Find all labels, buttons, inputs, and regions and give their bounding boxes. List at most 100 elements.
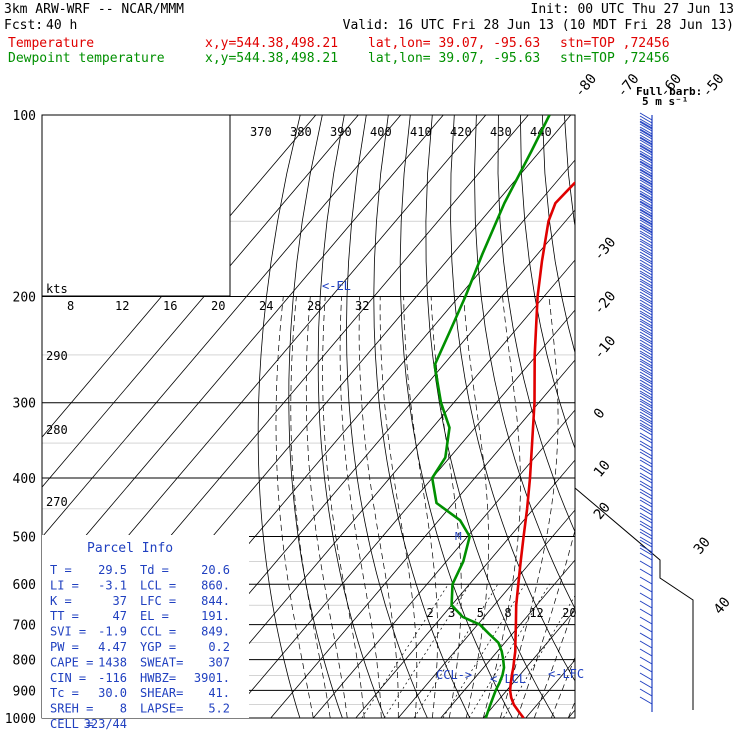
isotherm-label: 10 bbox=[591, 457, 614, 480]
wind-barb bbox=[639, 224, 653, 233]
wind-barb bbox=[639, 150, 653, 159]
wind-barb bbox=[639, 259, 653, 268]
wind-barb bbox=[639, 302, 653, 311]
parcel-key: SWEAT= bbox=[140, 655, 183, 669]
dry-adiabat bbox=[346, 115, 428, 718]
parcel-key: YGP = bbox=[140, 640, 176, 654]
parcel-key: LCL = bbox=[140, 578, 176, 592]
dry-adiabat bbox=[520, 115, 575, 450]
wind-barb bbox=[639, 286, 653, 295]
parcel-key: CAPE = bbox=[50, 655, 93, 669]
wind-barb bbox=[639, 355, 653, 364]
hodograph-speed-label: 12 bbox=[115, 299, 129, 313]
wind-barb bbox=[639, 118, 653, 127]
wind-barb bbox=[639, 248, 653, 257]
wind-barb bbox=[639, 193, 653, 202]
wind-barb bbox=[639, 366, 653, 375]
wind-barb bbox=[639, 496, 653, 505]
wind-barb bbox=[639, 374, 653, 383]
wind-barb bbox=[639, 640, 653, 649]
theta-label: 390 bbox=[330, 125, 352, 139]
wind-barb bbox=[639, 688, 653, 697]
wind-barb bbox=[639, 504, 653, 513]
pressure-label: 500 bbox=[13, 530, 36, 545]
theta-side-label: 270 bbox=[46, 495, 68, 509]
wind-barb bbox=[639, 315, 653, 324]
isotherm-label: -20 bbox=[591, 288, 620, 318]
isotherm-label: -80 bbox=[572, 71, 601, 101]
ccl-marker: CCL-> bbox=[436, 668, 472, 682]
wind-barb bbox=[639, 347, 653, 356]
wind-barb bbox=[639, 435, 653, 444]
wind-barb bbox=[639, 163, 653, 172]
wind-barb bbox=[639, 648, 653, 657]
wind-barb bbox=[639, 616, 653, 625]
isotherm bbox=[42, 115, 359, 488]
wind-barb bbox=[639, 177, 653, 186]
wind-barb bbox=[639, 406, 653, 415]
parcel-value: 307 bbox=[208, 655, 230, 669]
wind-barb bbox=[639, 342, 653, 351]
wind-barb bbox=[639, 216, 653, 225]
wind-barb bbox=[639, 185, 653, 194]
wind-barb bbox=[639, 360, 653, 369]
wind-barb bbox=[639, 512, 653, 521]
wind-barb bbox=[639, 155, 653, 164]
parcel-value: 1438 bbox=[98, 655, 127, 669]
wind-barb bbox=[639, 235, 653, 244]
parcel-key: CELL = bbox=[50, 717, 93, 731]
wind-barb bbox=[639, 142, 653, 151]
wind-barb bbox=[639, 206, 653, 215]
wind-barb bbox=[639, 432, 653, 441]
wind-barb bbox=[639, 225, 653, 234]
parcel-value: 20.6 bbox=[201, 563, 230, 577]
forecast-label: Fcst: bbox=[4, 18, 44, 33]
dry-adiabat bbox=[373, 115, 471, 718]
wind-barb bbox=[639, 403, 653, 412]
dewpoint-legend: Dewpoint temperature bbox=[8, 51, 165, 66]
parcel-value: 47 bbox=[113, 609, 127, 623]
wind-barb bbox=[639, 161, 653, 170]
wind-barb bbox=[639, 520, 653, 529]
wind-barb bbox=[639, 368, 653, 377]
wind-barb bbox=[639, 544, 653, 553]
wind-barb bbox=[639, 600, 653, 609]
wind-barb bbox=[639, 291, 653, 300]
wind-barb bbox=[639, 230, 653, 239]
wind-barb bbox=[639, 456, 653, 465]
wind-barb bbox=[639, 169, 653, 178]
dry-adiabat bbox=[608, 115, 740, 731]
parcel-key: PW = bbox=[50, 640, 79, 654]
mixing-ratio-label: 2 bbox=[427, 606, 434, 620]
moist-adiabat bbox=[482, 296, 521, 718]
wind-barb bbox=[639, 400, 653, 409]
wind-barb bbox=[639, 275, 653, 284]
wind-barb bbox=[639, 352, 653, 361]
isotherm bbox=[600, 115, 740, 731]
wind-barb bbox=[639, 168, 653, 177]
parcel-value: 37 bbox=[113, 594, 127, 608]
moist-adiabat bbox=[275, 296, 314, 718]
wind-barb bbox=[639, 443, 653, 452]
dry-adiabat bbox=[425, 115, 556, 718]
wind-barb bbox=[639, 390, 653, 399]
wind-barb bbox=[639, 147, 653, 156]
wind-barb bbox=[639, 440, 653, 449]
parcel-value: 5.2 bbox=[208, 702, 230, 716]
wind-barb bbox=[639, 166, 653, 175]
wind-barb bbox=[639, 552, 653, 561]
isotherm bbox=[42, 115, 402, 538]
wind-barb bbox=[639, 491, 653, 500]
isotherm-label: 40 bbox=[711, 594, 734, 617]
model-title: 3km ARW-WRF -- NCAR/MMM bbox=[4, 2, 185, 17]
wind-barb bbox=[639, 123, 653, 132]
parcel-panel bbox=[42, 535, 249, 718]
wind-barb bbox=[639, 174, 653, 183]
parcel-value: 8 bbox=[120, 702, 127, 716]
theta-label: 420 bbox=[450, 125, 472, 139]
wind-barb bbox=[639, 632, 653, 641]
isotherm-label: 20 bbox=[591, 500, 614, 523]
wind-barb bbox=[639, 408, 653, 417]
wind-barb bbox=[639, 488, 653, 497]
hodograph-speed-label: 24 bbox=[259, 299, 273, 313]
